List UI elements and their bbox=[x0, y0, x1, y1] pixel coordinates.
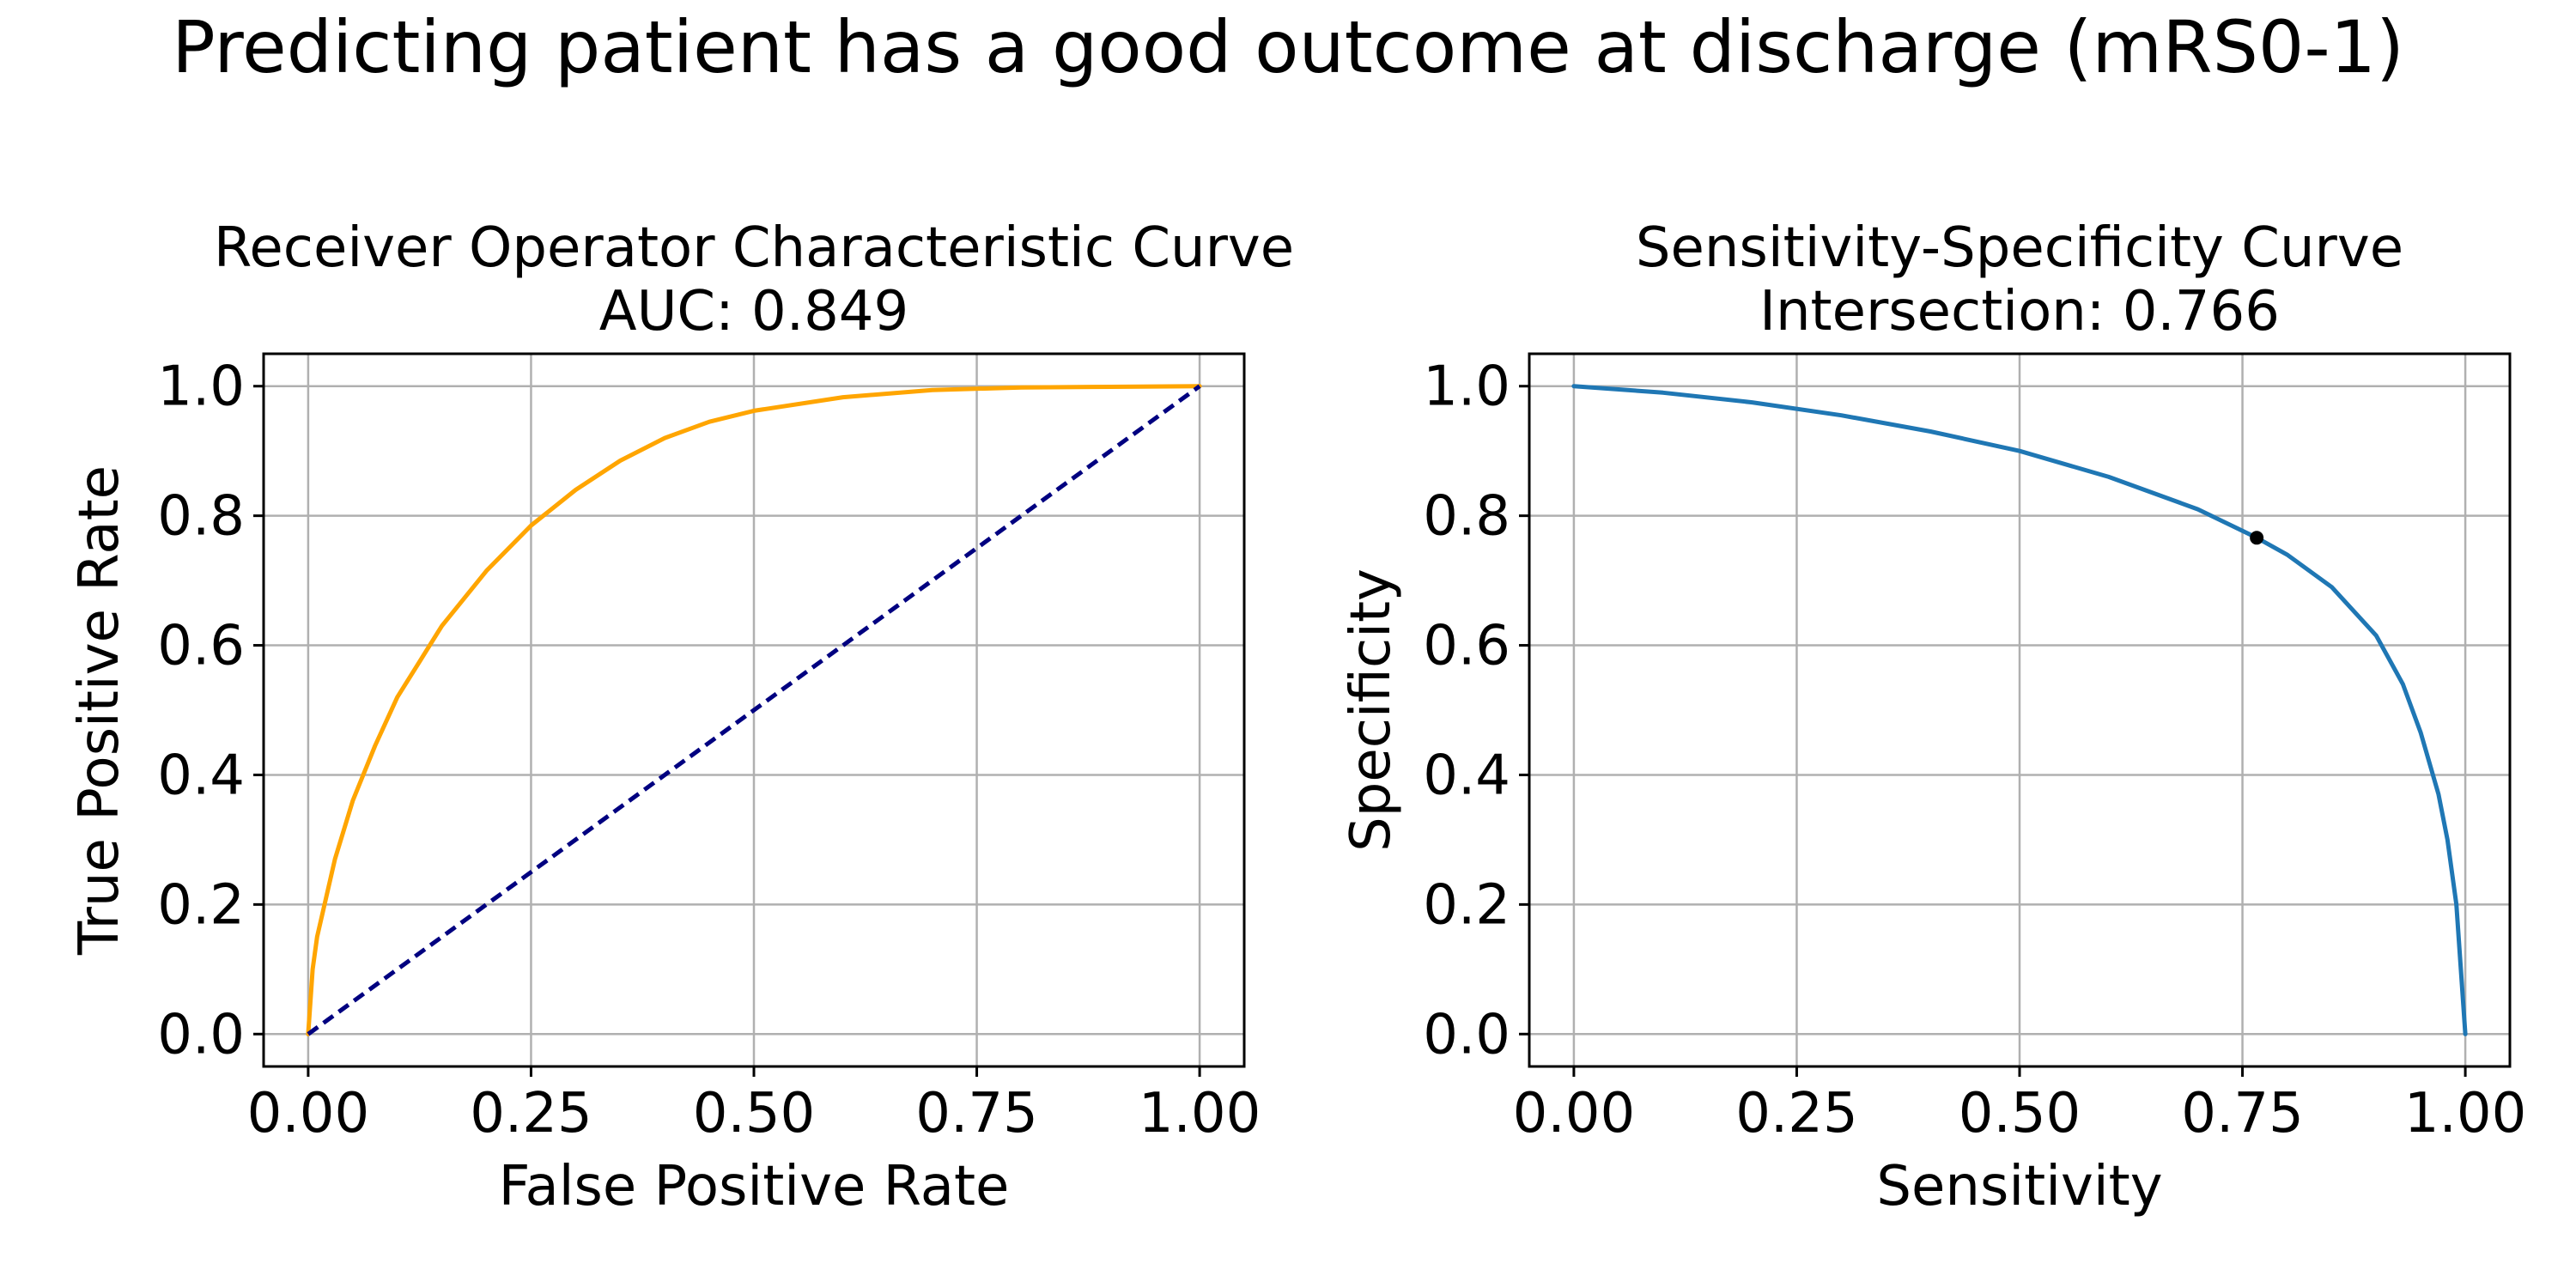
roc-y-axis-label: True Positive Rate bbox=[68, 465, 131, 956]
roc-series bbox=[306, 384, 1202, 1036]
roc-ticks: 0.00 0.25 0.50 0.75 1.00 0.0 0.2 0.4 0.6 0.8 1.0 bbox=[157, 355, 1261, 1145]
sens-spec-y-tick-label: 1.0 bbox=[1423, 355, 1510, 419]
sens-spec-series bbox=[1571, 384, 2468, 1036]
sens-spec-y-axis-label: Specificity bbox=[1340, 568, 1403, 852]
roc-y-tick-label: 0.8 bbox=[157, 485, 245, 549]
roc-x-tick-label: 1.00 bbox=[1139, 1082, 1261, 1145]
sens-spec-y-tick-label: 0.8 bbox=[1423, 485, 1510, 549]
sens-spec-x-tick-label: 0.00 bbox=[1513, 1082, 1636, 1145]
roc-y-tick-label: 0.2 bbox=[157, 873, 245, 937]
roc-x-tick-label: 0.25 bbox=[470, 1082, 592, 1145]
roc-chart: 0.00 0.25 0.50 0.75 1.00 0.0 0.2 0.4 0.6 0.8 1.0 R… bbox=[68, 216, 1294, 1218]
sens-spec-chart: 0.00 0.25 0.50 0.75 1.00 0.0 0.2 0.4 0.6 0.8 1.0 S… bbox=[1340, 216, 2526, 1218]
roc-y-tick-label: 0.4 bbox=[157, 744, 245, 807]
roc-y-tick-label: 0.0 bbox=[157, 1003, 245, 1066]
roc-y-tick-label: 1.0 bbox=[157, 355, 245, 419]
sens-spec-x-tick-label: 0.25 bbox=[1735, 1082, 1858, 1145]
sens-spec-y-tick-label: 0.4 bbox=[1423, 744, 1510, 807]
roc-x-axis-label: False Positive Rate bbox=[499, 1155, 1010, 1218]
roc-series-line-2 bbox=[307, 384, 1201, 1036]
sens-spec-grid bbox=[1529, 354, 2510, 1066]
sens-spec-y-tick-label: 0.2 bbox=[1423, 873, 1510, 937]
sens-spec-ticks: 0.00 0.25 0.50 0.75 1.00 0.0 0.2 0.4 0.6 0.8 1.0 bbox=[1423, 355, 2526, 1145]
sens-spec-series-line-1 bbox=[1571, 384, 2468, 1036]
roc-y-tick-label: 0.6 bbox=[157, 615, 245, 678]
sens-spec-intersection-marker bbox=[2250, 531, 2264, 545]
figure-title: Predicting patient has a good outcome at… bbox=[172, 5, 2404, 89]
sens-spec-x-tick-label: 1.00 bbox=[2404, 1082, 2527, 1145]
sens-spec-y-tick-label: 0.0 bbox=[1423, 1003, 1510, 1066]
sens-spec-x-tick-label: 0.50 bbox=[1959, 1082, 2081, 1145]
roc-x-tick-label: 0.50 bbox=[693, 1082, 816, 1145]
roc-x-tick-label: 0.00 bbox=[247, 1082, 370, 1145]
roc-grid bbox=[264, 354, 1244, 1066]
roc-series-line-1 bbox=[306, 384, 1202, 1036]
roc-chart-title: Receiver Operator Characteristic Curve bbox=[214, 216, 1294, 280]
sens-spec-y-tick-label: 0.6 bbox=[1423, 615, 1510, 678]
roc-chart-subtitle: AUC: 0.849 bbox=[599, 280, 908, 343]
sens-spec-chart-title: Sensitivity-Specificity Curve bbox=[1636, 216, 2403, 280]
sens-spec-x-tick-label: 0.75 bbox=[2181, 1082, 2304, 1145]
sens-spec-x-axis-label: Sensitivity bbox=[1876, 1155, 2162, 1218]
roc-x-tick-label: 0.75 bbox=[915, 1082, 1038, 1145]
sens-spec-chart-subtitle: Intersection: 0.766 bbox=[1759, 280, 2280, 343]
